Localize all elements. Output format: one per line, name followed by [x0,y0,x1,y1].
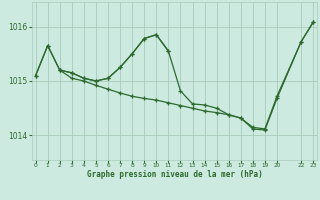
X-axis label: Graphe pression niveau de la mer (hPa): Graphe pression niveau de la mer (hPa) [86,170,262,179]
